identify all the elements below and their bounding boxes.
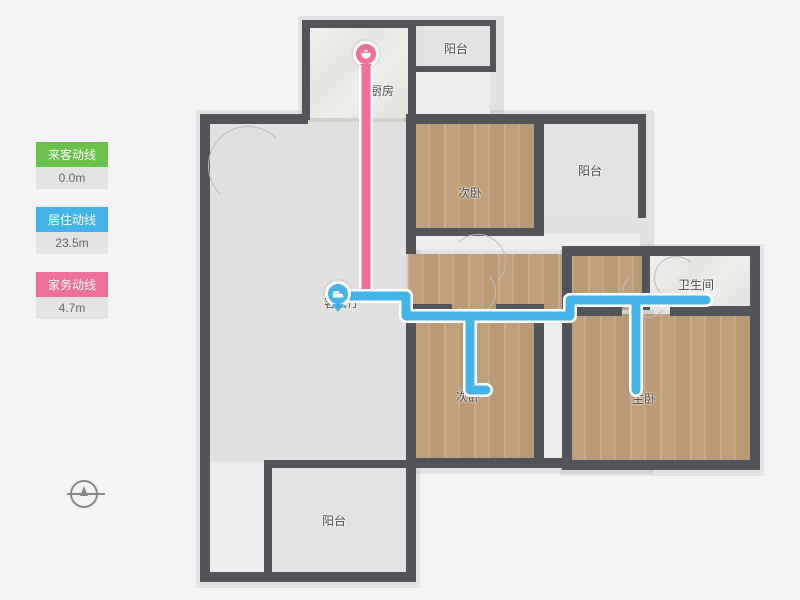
wall	[200, 114, 210, 580]
label-balcony-ne: 阳台	[578, 162, 602, 179]
wall	[534, 122, 544, 232]
wall	[406, 304, 416, 466]
wall	[490, 20, 496, 72]
wall	[670, 306, 760, 316]
legend-label: 来客动线	[36, 142, 108, 167]
wall	[562, 246, 758, 256]
wall	[416, 66, 496, 72]
wall	[200, 572, 414, 582]
label-bed-ne: 次卧	[458, 184, 482, 201]
legend-label: 居住动线	[36, 207, 108, 232]
legend-value: 4.7m	[36, 297, 108, 319]
label-bath: 卫生间	[678, 276, 714, 293]
label-bed-mid: 次卧	[456, 388, 480, 405]
wall	[562, 460, 760, 470]
wall	[406, 456, 416, 582]
compass-icon	[70, 480, 98, 508]
legend-item-living: 居住动线 23.5m	[36, 207, 108, 254]
wall	[264, 460, 272, 578]
label-balcony-s: 阳台	[322, 512, 346, 529]
wall	[302, 20, 414, 28]
legend: 来客动线 0.0m 居住动线 23.5m 家务动线 4.7m	[36, 142, 108, 337]
label-kitchen: 厨房	[370, 82, 394, 99]
room-corridor	[408, 254, 646, 310]
floor-plan: 厨房 阳台 客餐厅 次卧 阳台 次卧 主卧 卫生间 阳台	[170, 10, 790, 590]
marker-housework-icon	[353, 41, 379, 67]
wall	[416, 20, 496, 26]
wall	[562, 306, 572, 466]
wall	[562, 246, 572, 308]
wall	[408, 20, 416, 120]
wall	[302, 20, 310, 120]
label-bed-master: 主卧	[632, 390, 656, 407]
wall	[406, 114, 646, 124]
label-balcony-top: 阳台	[444, 40, 468, 57]
wall	[406, 304, 452, 312]
legend-item-guest: 来客动线 0.0m	[36, 142, 108, 189]
room-kitchen	[308, 26, 408, 118]
wall	[534, 304, 544, 464]
wall	[638, 114, 646, 218]
legend-item-housework: 家务动线 4.7m	[36, 272, 108, 319]
wall	[200, 114, 308, 124]
legend-value: 0.0m	[36, 167, 108, 189]
room-bed-ne	[414, 122, 534, 230]
wall	[750, 246, 760, 470]
room-gap4	[206, 462, 266, 578]
wall	[496, 304, 544, 312]
marker-living-icon	[325, 281, 351, 307]
legend-value: 23.5m	[36, 232, 108, 254]
room-gap1	[414, 72, 490, 118]
wall	[264, 460, 412, 468]
legend-label: 家务动线	[36, 272, 108, 297]
room-bed-master	[570, 314, 750, 464]
